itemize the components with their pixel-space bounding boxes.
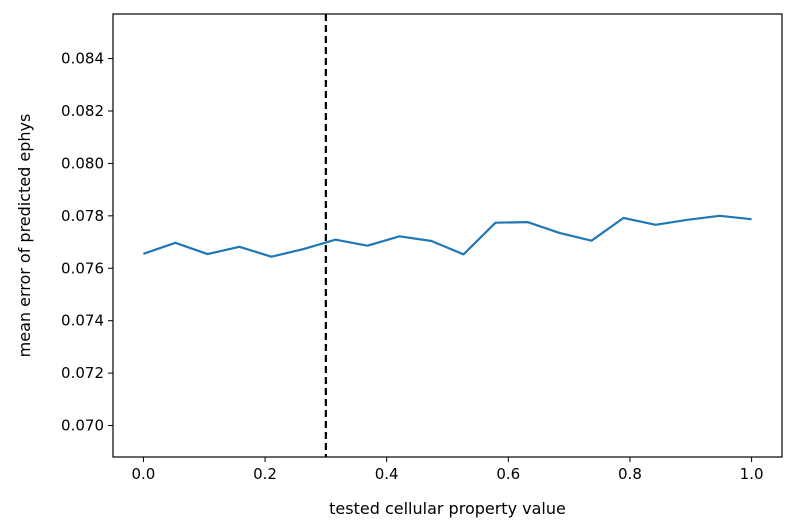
y-tick-label: 0.080 (61, 154, 104, 172)
y-tick-label: 0.084 (61, 50, 104, 68)
y-tick-label: 0.072 (61, 364, 104, 382)
x-tick-label: 0.0 (131, 465, 155, 483)
y-axis-label: mean error of predicted ephys (15, 114, 34, 358)
y-tick-label: 0.082 (61, 102, 104, 120)
x-tick-label: 0.8 (618, 465, 642, 483)
y-tick-label: 0.076 (61, 259, 104, 277)
x-tick-label: 0.6 (496, 465, 520, 483)
plot-frame (112, 13, 783, 458)
axes (112, 13, 783, 458)
y-tick-label: 0.070 (61, 417, 104, 435)
series-line (143, 214, 752, 258)
y-tick-label: 0.078 (61, 207, 104, 225)
x-tick-label: 1.0 (740, 465, 764, 483)
x-tick-label: 0.2 (253, 465, 277, 483)
x-axis-label: tested cellular property value (329, 499, 566, 518)
ticks: 0.0 0.2 0.4 0.6 0.8 1.0 0.070 0.072 0.074 0.076 0.… (61, 50, 763, 483)
series-layer (143, 14, 752, 457)
y-tick-label: 0.074 (61, 312, 104, 330)
x-tick-label: 0.4 (375, 465, 399, 483)
